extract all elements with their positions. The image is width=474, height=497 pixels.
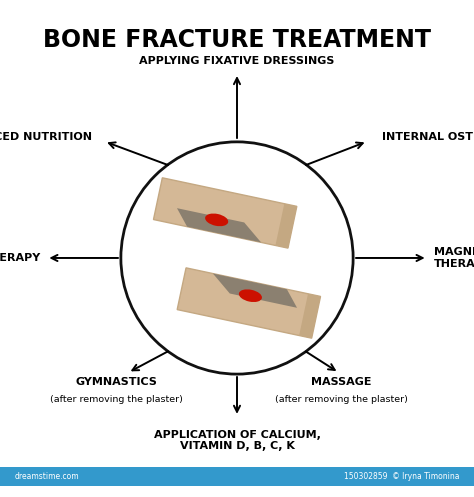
Text: 150302859  © Iryna Timonina: 150302859 © Iryna Timonina: [344, 472, 460, 481]
Bar: [0, 467, 474, 486]
Polygon shape: [275, 204, 297, 248]
Polygon shape: [154, 178, 297, 248]
Text: BONE FRACTURE TREATMENT: BONE FRACTURE TREATMENT: [43, 28, 431, 52]
Text: (after removing the plaster): (after removing the plaster): [275, 396, 408, 405]
Text: FULL BALANCED NUTRITION: FULL BALANCED NUTRITION: [0, 132, 92, 142]
Text: dreamstime.com: dreamstime.com: [14, 472, 79, 481]
Text: GYMNASTICS: GYMNASTICS: [75, 377, 157, 388]
Polygon shape: [177, 208, 261, 243]
Polygon shape: [299, 294, 320, 338]
Text: INTERNAL OSTEOSYNTHESIS: INTERNAL OSTEOSYNTHESIS: [382, 132, 474, 142]
Ellipse shape: [205, 214, 228, 226]
Polygon shape: [177, 268, 320, 338]
Text: UHF-THERAPY: UHF-THERAPY: [0, 253, 40, 263]
Text: APPLYING FIXATIVE DRESSINGS: APPLYING FIXATIVE DRESSINGS: [139, 56, 335, 66]
Circle shape: [121, 142, 353, 374]
Polygon shape: [213, 273, 297, 308]
Text: MAGNETIC
THERAPY: MAGNETIC THERAPY: [434, 247, 474, 269]
Text: MASSAGE: MASSAGE: [311, 377, 372, 388]
Text: APPLICATION OF CALCIUM,
VITAMIN D, B, C, K: APPLICATION OF CALCIUM, VITAMIN D, B, C,…: [154, 429, 320, 451]
Ellipse shape: [239, 289, 262, 302]
Text: (after removing the plaster): (after removing the plaster): [50, 396, 182, 405]
